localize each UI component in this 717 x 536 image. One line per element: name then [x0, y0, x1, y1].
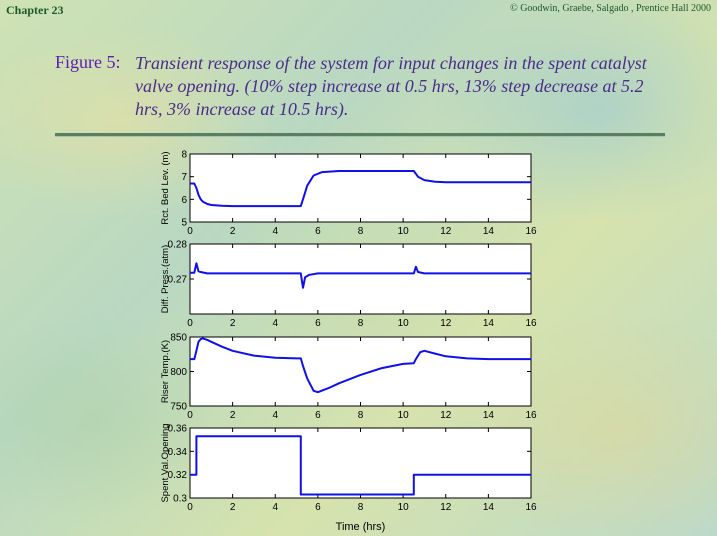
chart-panel-1: 0 2 4 6 8 10 12 14 16 5 6 7 8 Rct. Bed Lev. (m)	[160, 150, 537, 238]
title-divider	[55, 133, 665, 136]
x-tick-label: 12	[440, 410, 452, 421]
x-tick-label: 10	[398, 318, 410, 329]
x-tick-label: 2	[230, 226, 236, 237]
y-tick-label: 6	[181, 195, 187, 206]
x-tick-label: 0	[187, 410, 193, 421]
y-tick-label: 0.27	[168, 275, 188, 286]
x-tick-label: 8	[358, 226, 364, 237]
x-tick-label: 16	[525, 226, 537, 237]
y-tick-label: 7	[181, 172, 187, 183]
y-axis-label: Diff. Press.(atm)	[160, 245, 171, 313]
y-axis-label: Rct. Bed Lev. (m)	[160, 151, 171, 224]
x-tick-label: 8	[358, 318, 364, 329]
x-tick-label: 16	[525, 502, 537, 513]
x-tick-label: 12	[440, 502, 452, 513]
plot-area	[189, 153, 532, 223]
x-tick-label: 4	[272, 502, 278, 513]
x-tick-label: 6	[315, 318, 321, 329]
x-tick-label: 4	[272, 318, 278, 329]
y-tick-label: 8	[181, 150, 187, 161]
y-tick-label: 800	[170, 367, 187, 378]
x-tick-label: 0	[187, 318, 193, 329]
copyright-notice: © Goodwin, Graebe, Salgado , Prentice Ha…	[510, 3, 711, 14]
plot-area	[189, 427, 532, 499]
y-tick-label: 0.36	[168, 424, 188, 435]
x-tick-label: 2	[230, 502, 236, 513]
x-tick-label: 0	[187, 502, 193, 513]
x-tick-label: 12	[440, 226, 452, 237]
series-line	[190, 435, 531, 496]
y-tick-label: 0.34	[168, 447, 188, 458]
x-tick-label: 6	[315, 502, 321, 513]
x-tick-label: 4	[272, 226, 278, 237]
figure-label: Figure 5:	[55, 52, 121, 72]
y-tick-label: 0.3	[173, 494, 187, 505]
y-tick-label: 850	[170, 333, 187, 344]
x-axis-label: Time (hrs)	[336, 521, 386, 533]
x-tick-label: 14	[483, 318, 495, 329]
x-tick-label: 10	[398, 226, 410, 237]
x-tick-label: 8	[358, 410, 364, 421]
y-tick-label: 0.28	[168, 240, 188, 251]
series-line	[190, 337, 531, 394]
x-tick-label: 10	[398, 502, 410, 513]
series-line	[190, 170, 531, 208]
y-tick-label: 0.32	[168, 470, 188, 481]
x-tick-label: 0	[187, 226, 193, 237]
plot-area	[189, 243, 532, 315]
y-axis-label: Riser Temp.(K)	[160, 340, 171, 403]
x-tick-label: 10	[398, 410, 410, 421]
y-axis-label: Spent Val.Opening	[160, 423, 171, 502]
x-tick-label: 6	[315, 410, 321, 421]
x-tick-label: 14	[483, 410, 495, 421]
chapter-label: Chapter 23	[6, 3, 64, 17]
x-tick-label: 12	[440, 318, 452, 329]
x-tick-label: 8	[358, 502, 364, 513]
x-tick-label: 2	[230, 318, 236, 329]
y-tick-label: 750	[170, 402, 187, 413]
x-tick-label: 2	[230, 410, 236, 421]
figure-caption: Transient response of the system for inp…	[135, 53, 647, 119]
y-tick-label: 5	[181, 218, 187, 229]
x-tick-label: 14	[483, 226, 495, 237]
x-tick-label: 16	[525, 410, 537, 421]
x-tick-label: 4	[272, 410, 278, 421]
plot-area	[189, 336, 532, 407]
x-tick-label: 16	[525, 318, 537, 329]
series-line	[190, 262, 531, 289]
x-tick-label: 6	[315, 226, 321, 237]
x-tick-label: 14	[483, 502, 495, 513]
